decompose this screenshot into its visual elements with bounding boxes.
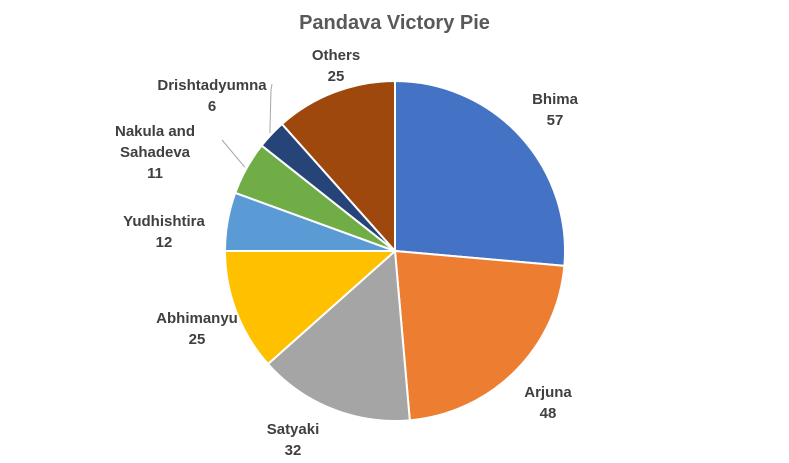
data-label-bhima: Bhima 57 (532, 91, 579, 129)
data-label-nakula-and-sahadeva: Nakula and Sahadeva 11 (115, 123, 195, 182)
chart-title: Pandava Victory Pie (299, 12, 490, 34)
pie-slice-satyaki (266, 248, 411, 422)
leader-line-drishtadyumna (269, 83, 273, 134)
data-label-arjuna: Arjuna 48 (524, 384, 572, 422)
pie-slice-bhima (394, 79, 566, 267)
data-label-drishtadyumna: Drishtadyumna 6 (157, 77, 267, 115)
data-label-satyaki: Satyaki 32 (267, 421, 320, 459)
data-label-others: Others 25 (312, 47, 360, 85)
pie-slice-others (280, 79, 396, 254)
pie-slices (223, 79, 566, 422)
pie-slice-abhimanyu (223, 250, 398, 366)
data-label-yudhishtira: Yudhishtira 12 (123, 213, 205, 251)
leader-lines (221, 83, 273, 168)
leader-line-nakula-and-sahadeva (221, 139, 246, 168)
data-labels: Bhima 57 Arjuna 48 Satyaki 32 Abhimanyu 25 Yudhi… (115, 47, 579, 459)
pie-slice-arjuna (393, 249, 566, 422)
data-label-abhimanyu: Abhimanyu 25 (156, 310, 238, 348)
